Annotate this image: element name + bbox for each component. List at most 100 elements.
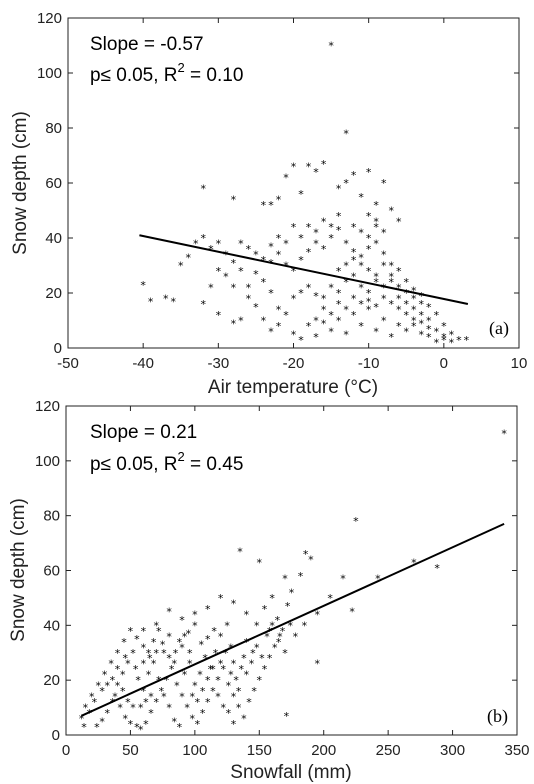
panel-b-data-point: * (241, 713, 247, 726)
panel-a-data-point: * (366, 304, 372, 317)
panel-a-data-point: * (351, 293, 357, 306)
panel-b-data-point: * (169, 663, 175, 676)
panel-a-data-point: * (148, 295, 154, 308)
panel-a-label: (a) (489, 318, 509, 339)
panel-a-data-point: * (238, 238, 244, 251)
panel-a-data-point: * (426, 323, 432, 336)
panel-b-data-point: * (146, 647, 152, 660)
panel-b-data-point: * (231, 718, 237, 731)
panel-b-data-point: * (259, 652, 265, 665)
panel-b-data-point: * (153, 696, 159, 709)
panel-b-data-point: * (303, 548, 309, 561)
panel-a-data-point: * (328, 40, 334, 53)
panel-a-data-point: * (231, 282, 237, 295)
panel-a-data-point: * (313, 331, 319, 344)
panel-b-ytick-label: 0 (52, 727, 60, 744)
panel-a-data-point: * (381, 249, 387, 262)
panel-a-data-point: * (381, 227, 387, 240)
panel-b-xtick-label: 250 (376, 742, 401, 759)
panel-b-data-point: * (86, 707, 92, 720)
panel-b-data-point: * (199, 639, 205, 652)
panel-b-data-point: * (108, 658, 114, 671)
panel-a-data-point: * (404, 298, 410, 311)
panel-a-data-point: * (434, 309, 440, 322)
panel-b-data-point: * (130, 702, 136, 715)
panel-a-data-point: * (396, 304, 402, 317)
panel-a-data-point: * (343, 128, 349, 141)
panel-a-data-point: * (298, 254, 304, 267)
panel-a-data-point: * (336, 210, 342, 223)
panel-b-data-point: * (153, 647, 159, 660)
panel-a-data-point: * (313, 166, 319, 179)
panel-a-stats-prefix: p≤ 0.05, R (90, 65, 178, 86)
panel-b-data-point: * (197, 669, 203, 682)
panel-b-xtick-label: 50 (122, 742, 139, 759)
panel-b-data-point: * (190, 713, 196, 726)
panel-a-data-point: * (298, 232, 304, 245)
panel-a-data-point: * (170, 295, 176, 308)
panel-a-data-point: * (411, 304, 417, 317)
panel-b-data-point: * (210, 663, 216, 676)
panel-b-data-point: * (190, 691, 196, 704)
panel-b-data-point: * (287, 619, 293, 632)
panel-b-ylabel: Snow depth (cm) (8, 498, 29, 642)
panel-b-data-point: * (501, 427, 507, 440)
panel-a-data-point: * (336, 224, 342, 237)
panel-b-ytick-label: 20 (43, 672, 60, 689)
panel-b-data-point: * (213, 647, 219, 660)
panel-b-data-point: * (289, 586, 295, 599)
panel-b-data-point: * (171, 658, 177, 671)
panel-a-data-point: * (261, 276, 267, 289)
panel-a-data-point: * (358, 298, 364, 311)
panel-a-data-point: * (328, 232, 334, 245)
panel-b: *** **** *********************************… (8, 398, 530, 783)
panel-a-stats-annotation: p≤ 0.05, R2 = 0.10 (90, 60, 243, 86)
panel-b-data-point: * (218, 658, 224, 671)
panel-a-fit-line (139, 234, 469, 305)
panel-b-data-point: * (104, 680, 110, 693)
panel-a-data-point: * (366, 287, 372, 300)
panel-a-data-point: * (426, 331, 432, 344)
panel-b-data-point: * (174, 680, 180, 693)
panel-b-data-point: * (282, 647, 288, 660)
panel-b-data-point: * (282, 573, 288, 586)
panel-b-data-point: * (233, 674, 239, 687)
panel-b-data-point: * (434, 562, 440, 575)
panel-b-data-point: * (244, 608, 250, 621)
panel-a-data-point: * (381, 293, 387, 306)
panel-a-data-point: * (313, 238, 319, 251)
panel-b-data-point: * (228, 669, 234, 682)
panel-a-data-point: * (216, 309, 222, 322)
panel-a-data-point: * (321, 158, 327, 171)
panel-a-data-point: * (336, 287, 342, 300)
panel-a-data-point: * (366, 243, 372, 256)
panel-a-data-point: * (396, 293, 402, 306)
panel-b-data-point: * (164, 674, 170, 687)
panel-a-data-point: * (366, 295, 372, 308)
panel-a-xtick-label: -20 (283, 355, 305, 372)
panel-a-data-point: * (328, 282, 334, 295)
panel-a-xtick-label: -50 (57, 355, 79, 372)
panel-a-data-point: * (351, 221, 357, 234)
panel-a-data-point: * (238, 265, 244, 278)
panel-a-data-point: * (336, 183, 342, 196)
panel-b-data-point: * (231, 691, 237, 704)
panel-a-xtick-label: 0 (440, 355, 448, 372)
panel-a-data-point: * (434, 326, 440, 339)
panel-b-data-point: * (246, 696, 252, 709)
panel-b-data-point: * (205, 674, 211, 687)
panel-a-data-point: * (193, 238, 199, 251)
panel-b-data-point: * (375, 573, 381, 586)
panel-b-data-point: * (257, 556, 263, 569)
panel-b-data-point: * (262, 663, 268, 676)
panel-b-data-point: * (89, 691, 95, 704)
panel-b-data-point: * (277, 630, 283, 643)
panel-a-data-point: * (298, 334, 304, 347)
panel-b-data-point: * (264, 630, 270, 643)
panel-a-data-point: * (358, 282, 364, 295)
panel-b-data-point: * (128, 718, 134, 731)
panel-a-data-point: * (223, 249, 229, 262)
panel-a-data-point: * (216, 238, 222, 251)
panel-a-data-point: * (268, 199, 274, 212)
panel-b-data-point: * (231, 658, 237, 671)
